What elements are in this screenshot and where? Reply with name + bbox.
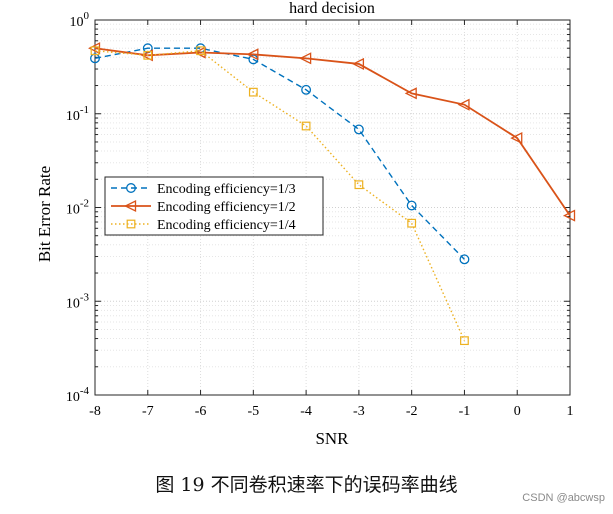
y-tick-base: 10 [66,296,80,311]
y-tick-label: 10-2 [66,198,89,218]
data-point [301,84,312,95]
x-tick-label: -2 [406,404,418,419]
data-point [457,98,470,111]
data-point [459,254,470,265]
legend-label: Encoding efficiency=1/4 [157,218,296,233]
legend-marker [126,219,136,229]
legend-label: Encoding efficiency=1/3 [157,182,296,197]
y-tick-exponent: -2 [80,198,89,210]
y-tick-exponent: 0 [84,10,90,22]
data-point [354,180,364,190]
x-tick-label: 1 [567,404,574,419]
data-point [196,46,205,56]
y-tick-label: 100 [70,10,90,30]
data-point [404,87,417,100]
legend-item: Encoding efficiency=1/3 [111,182,296,197]
data-point [299,52,312,65]
legend: Encoding efficiency=1/3 Encoding efficien… [104,176,324,236]
data-point [406,200,417,211]
legend-marker [124,199,137,213]
y-tick-exponent: -4 [80,385,90,397]
data-point [90,46,100,56]
y-tick-base: 10 [66,203,80,218]
series-group [88,42,576,346]
chart-title: hard decision [289,0,375,17]
x-tick-label: -6 [195,404,207,419]
data-point [460,336,469,346]
data-point [248,87,258,97]
y-tick-label: 10-1 [66,104,89,124]
series-line [94,47,465,260]
grid [95,20,570,395]
y-tick-exponent: -3 [80,291,90,303]
legend-label: Encoding efficiency=1/2 [157,200,296,215]
series-line [94,50,466,341]
x-tick-label: -4 [300,404,312,419]
data-point [246,48,259,61]
x-tick-label: -1 [459,404,471,419]
y-tick-label: 10-4 [66,385,90,405]
y-tick-base: 10 [70,15,84,30]
data-point [143,50,153,60]
x-tick-label: -7 [142,404,154,419]
data-point [510,132,523,145]
y-tick-exponent: -1 [80,104,89,116]
x-tick-label: -8 [89,404,101,419]
data-point [88,42,101,55]
legend-item: Encoding efficiency=1/4 [111,218,296,233]
watermark: CSDN @abcwsp [522,492,605,504]
y-tick-label: 10-3 [66,291,90,311]
x-tick-label: 0 [514,404,521,419]
data-point [351,57,365,70]
legend-item: Encoding efficiency=1/2 [111,199,296,215]
legend-marker [126,183,136,193]
data-point [563,209,576,222]
x-tick-label: -5 [247,404,259,419]
series-3 [90,46,469,346]
y-tick-base: 10 [66,390,80,405]
data-point [407,218,417,228]
data-point [301,121,311,131]
y-tick-base: 10 [66,109,80,124]
data-point [353,124,364,135]
y-axis-label: Bit Error Rate [35,166,54,262]
x-axis-label: SNR [315,429,349,448]
series-line [94,47,571,217]
x-tick-label: -3 [353,404,365,419]
figure-caption: 图 19 不同卷积速率下的误码率曲线 [155,474,458,496]
